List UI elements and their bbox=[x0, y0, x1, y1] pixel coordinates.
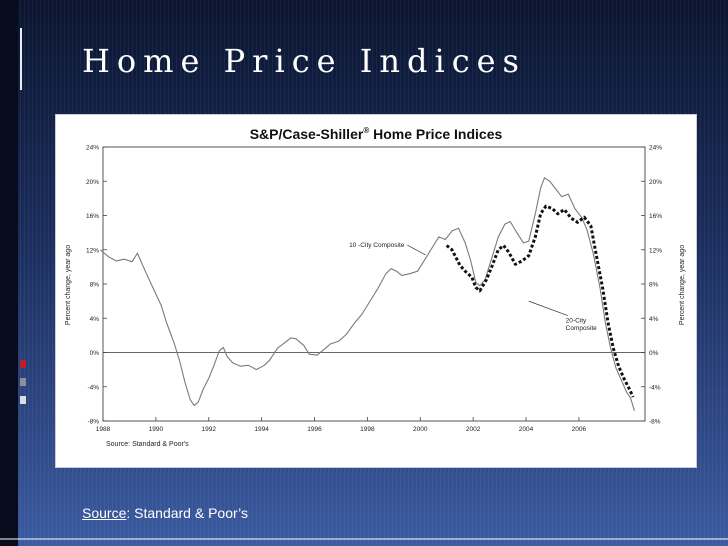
title-bracket-accent bbox=[20, 28, 27, 90]
chart-panel: S&P/Case-Shiller® Home Price Indices Per… bbox=[55, 114, 697, 468]
marker-light bbox=[20, 396, 26, 404]
y-tick-label-left: 4% bbox=[90, 316, 100, 323]
source-text: : Standard & Poor’s bbox=[126, 505, 249, 521]
y-tick-label-left: -4% bbox=[87, 384, 99, 391]
chart-title: S&P/Case-Shiller® Home Price Indices bbox=[250, 126, 503, 142]
x-tick-label: 2000 bbox=[413, 426, 428, 433]
series-line-10-city bbox=[100, 177, 635, 411]
source-link[interactable]: Source bbox=[82, 505, 127, 521]
annotation-leader-line bbox=[407, 244, 426, 256]
chart-title-registered-mark: ® bbox=[363, 126, 369, 135]
x-tick-label: 2004 bbox=[519, 426, 534, 433]
x-tick-label: 1996 bbox=[307, 426, 322, 433]
y-tick-label-left: -8% bbox=[87, 419, 99, 426]
y-tick-label-left: 0% bbox=[90, 350, 100, 357]
y-tick-label-right: 12% bbox=[649, 247, 662, 254]
home-price-chart: S&P/Case-Shiller® Home Price Indices Per… bbox=[65, 126, 686, 448]
slide-title: Home Price Indices bbox=[82, 42, 526, 80]
y-tick-label-left: 16% bbox=[86, 213, 99, 220]
series-line-20-city bbox=[445, 204, 635, 398]
y-tick-label-left: 24% bbox=[86, 145, 99, 152]
y-tick-label-right: 8% bbox=[649, 282, 659, 289]
y-tick-label-right: 4% bbox=[649, 316, 659, 323]
annotation-leader-line bbox=[528, 300, 568, 316]
y-tick-label-right: 24% bbox=[649, 145, 662, 152]
x-tick-label: 1990 bbox=[149, 426, 164, 433]
right-axis-label: Percent change, year ago bbox=[679, 245, 686, 325]
y-tick-label-right: 0% bbox=[649, 350, 659, 357]
slide-source-line: Source: Standard & Poor’s bbox=[82, 505, 248, 521]
y-tick-label-right: 16% bbox=[649, 213, 662, 220]
marker-gray bbox=[20, 378, 26, 386]
annotation-label-10-city: 10 -City Composite bbox=[349, 242, 405, 249]
marker-red bbox=[20, 360, 26, 368]
annotation-label-20-city: 20-City bbox=[566, 318, 587, 325]
left-color-markers bbox=[20, 360, 26, 414]
y-tick-label-left: 8% bbox=[90, 282, 100, 289]
x-tick-label: 1994 bbox=[254, 426, 269, 433]
annotation-label-20-city: Composite bbox=[566, 325, 597, 332]
y-tick-label-right: 20% bbox=[649, 179, 662, 186]
left-decorative-bar bbox=[0, 0, 18, 546]
y-tick-label-right: -4% bbox=[649, 384, 661, 391]
axis-ticks: -8% -8% -4% -4% 0% 0% 4% 4% 8% 8% 12% 12% 16% 16% 20% 2… bbox=[86, 145, 662, 434]
chart-source-note: Source: Standard & Poor's bbox=[106, 441, 189, 448]
left-axis-label: Percent change, year ago bbox=[65, 245, 72, 325]
x-tick-label: 1988 bbox=[96, 426, 111, 433]
x-tick-label: 1992 bbox=[202, 426, 217, 433]
x-tick-label: 2002 bbox=[466, 426, 481, 433]
y-tick-label-left: 20% bbox=[86, 179, 99, 186]
series-layer bbox=[100, 177, 635, 411]
y-tick-label-right: -8% bbox=[649, 419, 661, 426]
y-tick-label-left: 12% bbox=[86, 247, 99, 254]
x-tick-label: 1998 bbox=[360, 426, 375, 433]
x-tick-label: 2006 bbox=[572, 426, 587, 433]
bottom-divider bbox=[0, 538, 728, 540]
